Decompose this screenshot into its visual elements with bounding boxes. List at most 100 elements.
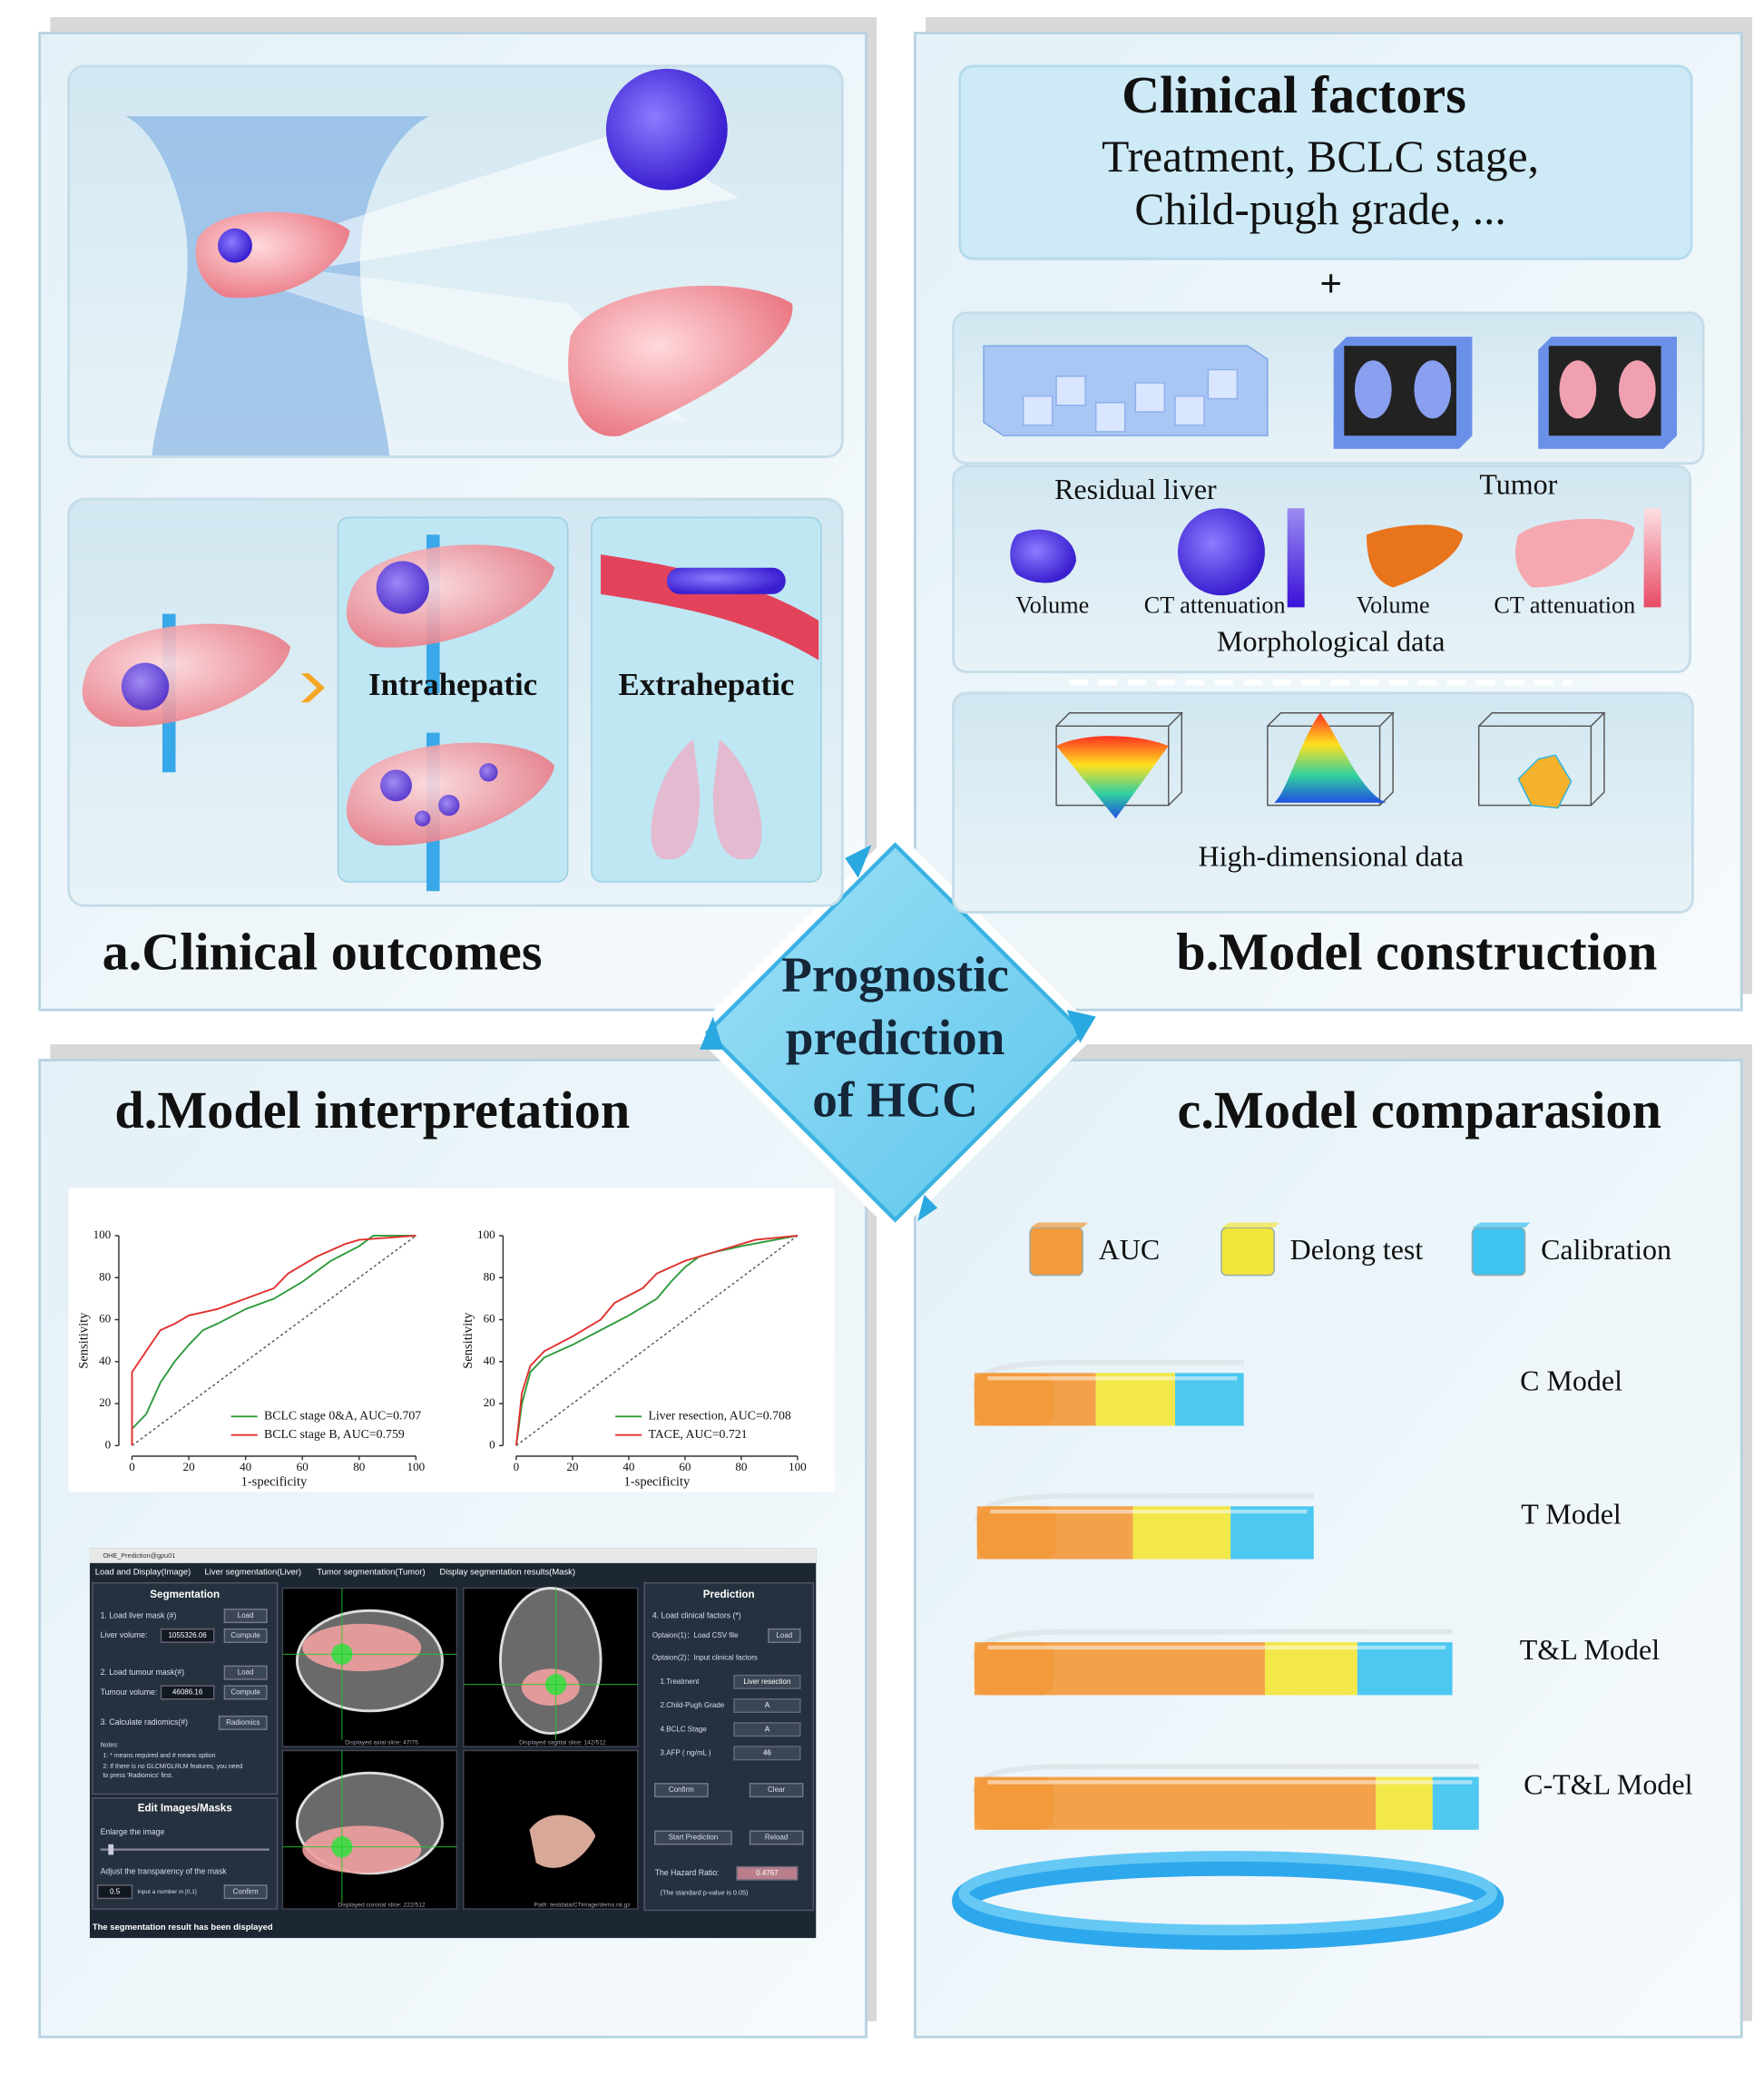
roc-curve <box>131 1235 416 1446</box>
ring-end <box>974 1373 1054 1426</box>
gui-button-label: Confirm <box>669 1785 694 1794</box>
gui-field-value: A <box>765 1701 770 1709</box>
x-tick-label: 20 <box>566 1460 579 1473</box>
gui-field <box>733 1746 801 1761</box>
gui-field-value: 46 <box>763 1748 771 1756</box>
plot-cube <box>1055 712 1184 807</box>
gui-button <box>653 1783 709 1798</box>
plot-cube <box>1477 712 1606 807</box>
gui-caption: Displayed axial slice: 47/75 <box>345 1740 418 1746</box>
gui-label: Optaion(2)：Input clinical factors <box>652 1654 758 1662</box>
panel-title: b.Model construction <box>1176 922 1657 981</box>
vessel-tube <box>601 554 819 660</box>
surface <box>1274 712 1387 803</box>
x-tick-label: 20 <box>183 1460 196 1473</box>
outcome-label: Extrahepatic <box>619 667 795 702</box>
gui-button-label: Compute <box>230 1631 260 1639</box>
arrow-head <box>917 1194 938 1221</box>
organ-slice <box>1354 360 1392 419</box>
surface <box>1056 736 1169 819</box>
legend-swatch <box>1471 1227 1526 1277</box>
legend-label: Calibration <box>1541 1233 1671 1266</box>
voxel <box>1022 395 1054 426</box>
y-tick-label: 80 <box>484 1269 496 1283</box>
ring-segment <box>1264 1642 1357 1696</box>
gui-label: 2. Load tumour mask(#) <box>101 1668 185 1677</box>
liver <box>346 742 555 846</box>
gui-label: 1. Load liver mask (#) <box>101 1610 177 1619</box>
y-tick-label: 40 <box>99 1354 112 1367</box>
ct-body <box>499 1587 603 1736</box>
gui-slider-handle <box>108 1844 114 1855</box>
voxel <box>1055 375 1086 406</box>
tumor-large <box>605 68 728 191</box>
reference-diagonal <box>515 1235 799 1446</box>
legend-swatch-top <box>1029 1222 1088 1228</box>
organ-slice <box>1618 360 1656 419</box>
liver-large <box>568 285 793 436</box>
model-label: C-T&L Model <box>1524 1768 1692 1801</box>
y-tick-label: 60 <box>484 1312 496 1326</box>
x-tick-label: 100 <box>789 1460 807 1473</box>
gui-button-label: Load <box>238 1668 254 1677</box>
gui-field <box>160 1628 215 1643</box>
voxel <box>1207 368 1239 400</box>
tumor <box>414 810 431 827</box>
gui-button <box>653 1830 732 1845</box>
legend-label: AUC <box>1099 1233 1161 1266</box>
gui-field <box>733 1722 801 1737</box>
gui-button <box>768 1628 801 1643</box>
plot-cube <box>1267 712 1395 807</box>
light-ray <box>250 132 740 278</box>
x-tick-label: 100 <box>407 1460 426 1473</box>
legend-label: Liver resection, AUC=0.708 <box>648 1409 790 1423</box>
y-tick-label: 20 <box>484 1395 496 1409</box>
roc-curve <box>131 1235 416 1446</box>
x-tick-label: 80 <box>353 1460 366 1473</box>
arrow-head <box>845 845 872 878</box>
x-tick-label: 40 <box>622 1460 635 1473</box>
clinical-box <box>958 64 1693 260</box>
gui-label: Liver volume: <box>101 1630 148 1639</box>
gui-label: 4.BCLC Stage <box>661 1725 708 1733</box>
gui-button <box>223 1609 268 1624</box>
ring-segment <box>1376 1776 1433 1830</box>
ct-tumor <box>1177 508 1265 596</box>
surface <box>1517 754 1573 809</box>
section-label: Morphological data <box>1217 624 1445 657</box>
gui-label: 2.Child-Pugh Grade <box>661 1701 725 1709</box>
gui-button-label: Load <box>776 1631 792 1639</box>
gui-button-label: Compute <box>230 1688 260 1697</box>
gui-button <box>749 1783 804 1798</box>
voxel <box>1094 402 1126 433</box>
gui-field <box>733 1698 801 1714</box>
gui-button-label: Load <box>238 1611 254 1619</box>
gui-label: 3. Calculate radiomics(#) <box>101 1717 189 1727</box>
plus: + <box>1319 262 1342 306</box>
morph-box <box>952 465 1691 674</box>
ctc-cluster <box>666 567 786 594</box>
ring-segment <box>1357 1642 1453 1696</box>
model-label: T Model <box>1521 1497 1622 1530</box>
gui-heading: Segmentation <box>150 1589 220 1600</box>
gui-hint: Input a number in [0,1] <box>137 1889 197 1895</box>
ring-end <box>976 1506 1057 1560</box>
gui-field-value: A <box>765 1725 770 1733</box>
x-tick-label: 60 <box>297 1460 309 1473</box>
colorbar <box>1643 508 1661 608</box>
gui-menu-item: Liver segmentation(Liver) <box>205 1568 301 1578</box>
clinical-heading: Clinical factors <box>1122 65 1466 124</box>
gui-button <box>218 1715 268 1730</box>
x-axis-label: 1-specificity <box>241 1474 308 1489</box>
x-tick-label: 60 <box>679 1460 691 1473</box>
gui-button <box>223 1685 268 1700</box>
gui-caption: Displayed sagittal slice: 142/512 <box>519 1740 606 1746</box>
clinical-line: Child-pugh grade, ... <box>1134 184 1505 234</box>
gui-field-value: Liver resection <box>743 1678 790 1686</box>
panel-title: d.Model interpretation <box>114 1081 630 1140</box>
item-label: CT attenuation <box>1144 592 1286 618</box>
ring-end <box>974 1776 1054 1830</box>
chevron <box>300 673 325 703</box>
gui-label: Optaion(1)：Load CSV file <box>652 1631 739 1639</box>
